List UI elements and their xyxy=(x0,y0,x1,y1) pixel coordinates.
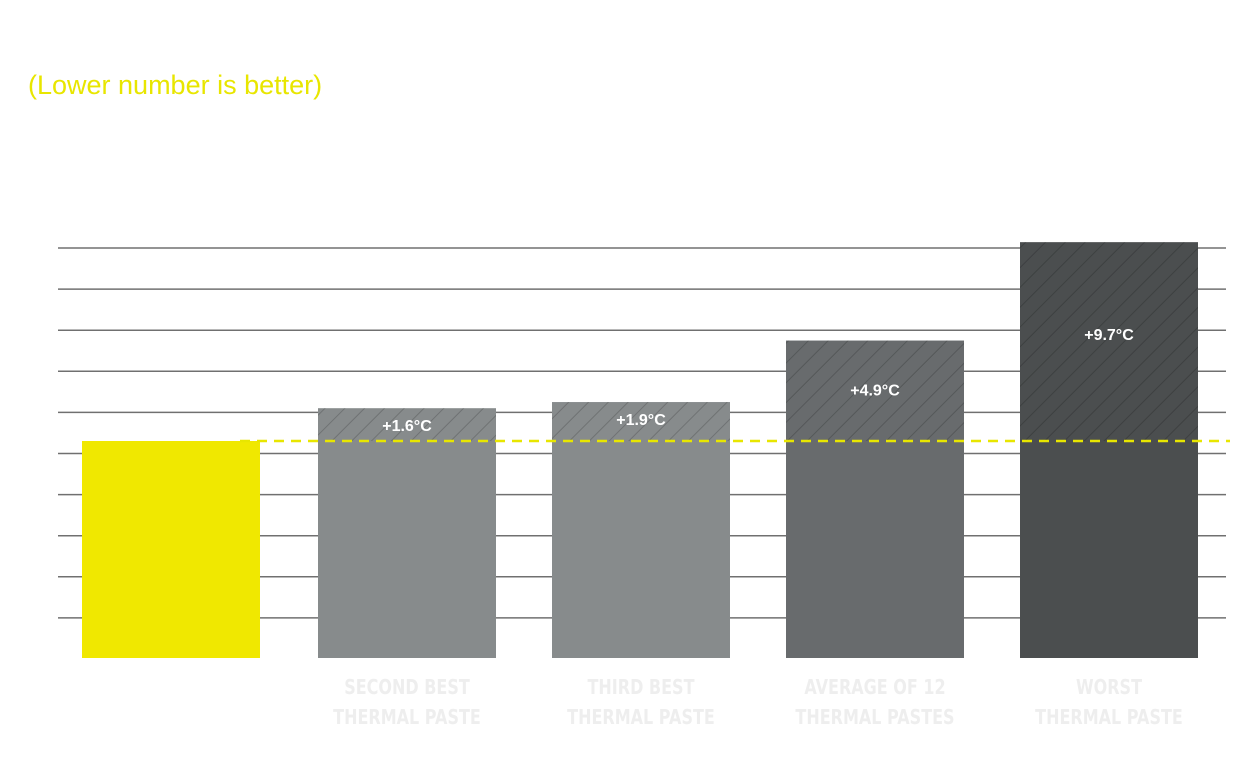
bar-delta-hatch xyxy=(1020,242,1198,441)
bar-delta-hatch xyxy=(786,340,964,441)
bar xyxy=(318,408,496,658)
category-label-line: AVERAGE OF 12 xyxy=(804,675,946,699)
bar-delta-hatch xyxy=(318,408,496,441)
bar xyxy=(552,402,730,658)
category-label-line: THERMAL PASTES xyxy=(795,705,955,729)
category-label: SECOND BEST THERMAL PASTE xyxy=(311,672,503,732)
category-label-line: SECOND BEST xyxy=(344,675,470,699)
category-label: WORST THERMAL PASTE xyxy=(1013,672,1205,732)
category-label-line: THERMAL PASTE xyxy=(1035,705,1183,729)
category-label-line: WORST xyxy=(1075,675,1142,699)
chart-subtitle: (Lower number is better) xyxy=(28,70,323,100)
data-label: +9.7°C xyxy=(1084,327,1134,344)
category-label-line: THERMAL PASTE xyxy=(567,705,715,729)
category-label-line: THERMAL PASTE xyxy=(333,705,481,729)
category-label-line: THIRD BEST xyxy=(587,675,695,699)
category-label: THIRD BEST THERMAL PASTE xyxy=(545,672,737,732)
data-label: +1.6°C xyxy=(382,418,432,435)
data-label: +1.9°C xyxy=(616,412,666,429)
bar xyxy=(82,441,260,658)
data-label: +4.9°C xyxy=(850,383,900,400)
bar-delta-hatch xyxy=(552,402,730,441)
category-label: AVERAGE OF 12 THERMAL PASTES xyxy=(779,672,971,732)
